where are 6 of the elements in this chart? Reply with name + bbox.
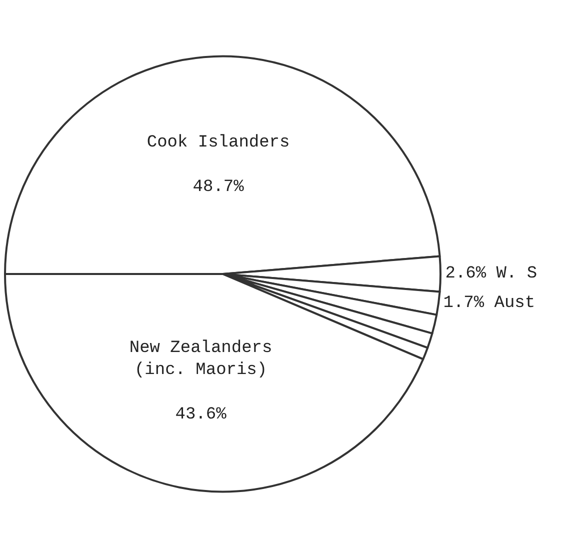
data-label: 48.7% [192,178,245,197]
slice-label: New Zealanders (inc. Maoris) [129,339,272,380]
slice-label: 2.6% W. S [445,264,538,284]
slice-label: 1.7% Aust [443,294,536,313]
data-label: 43.6% [175,405,228,424]
slice-label: Cook Islanders [146,134,290,153]
